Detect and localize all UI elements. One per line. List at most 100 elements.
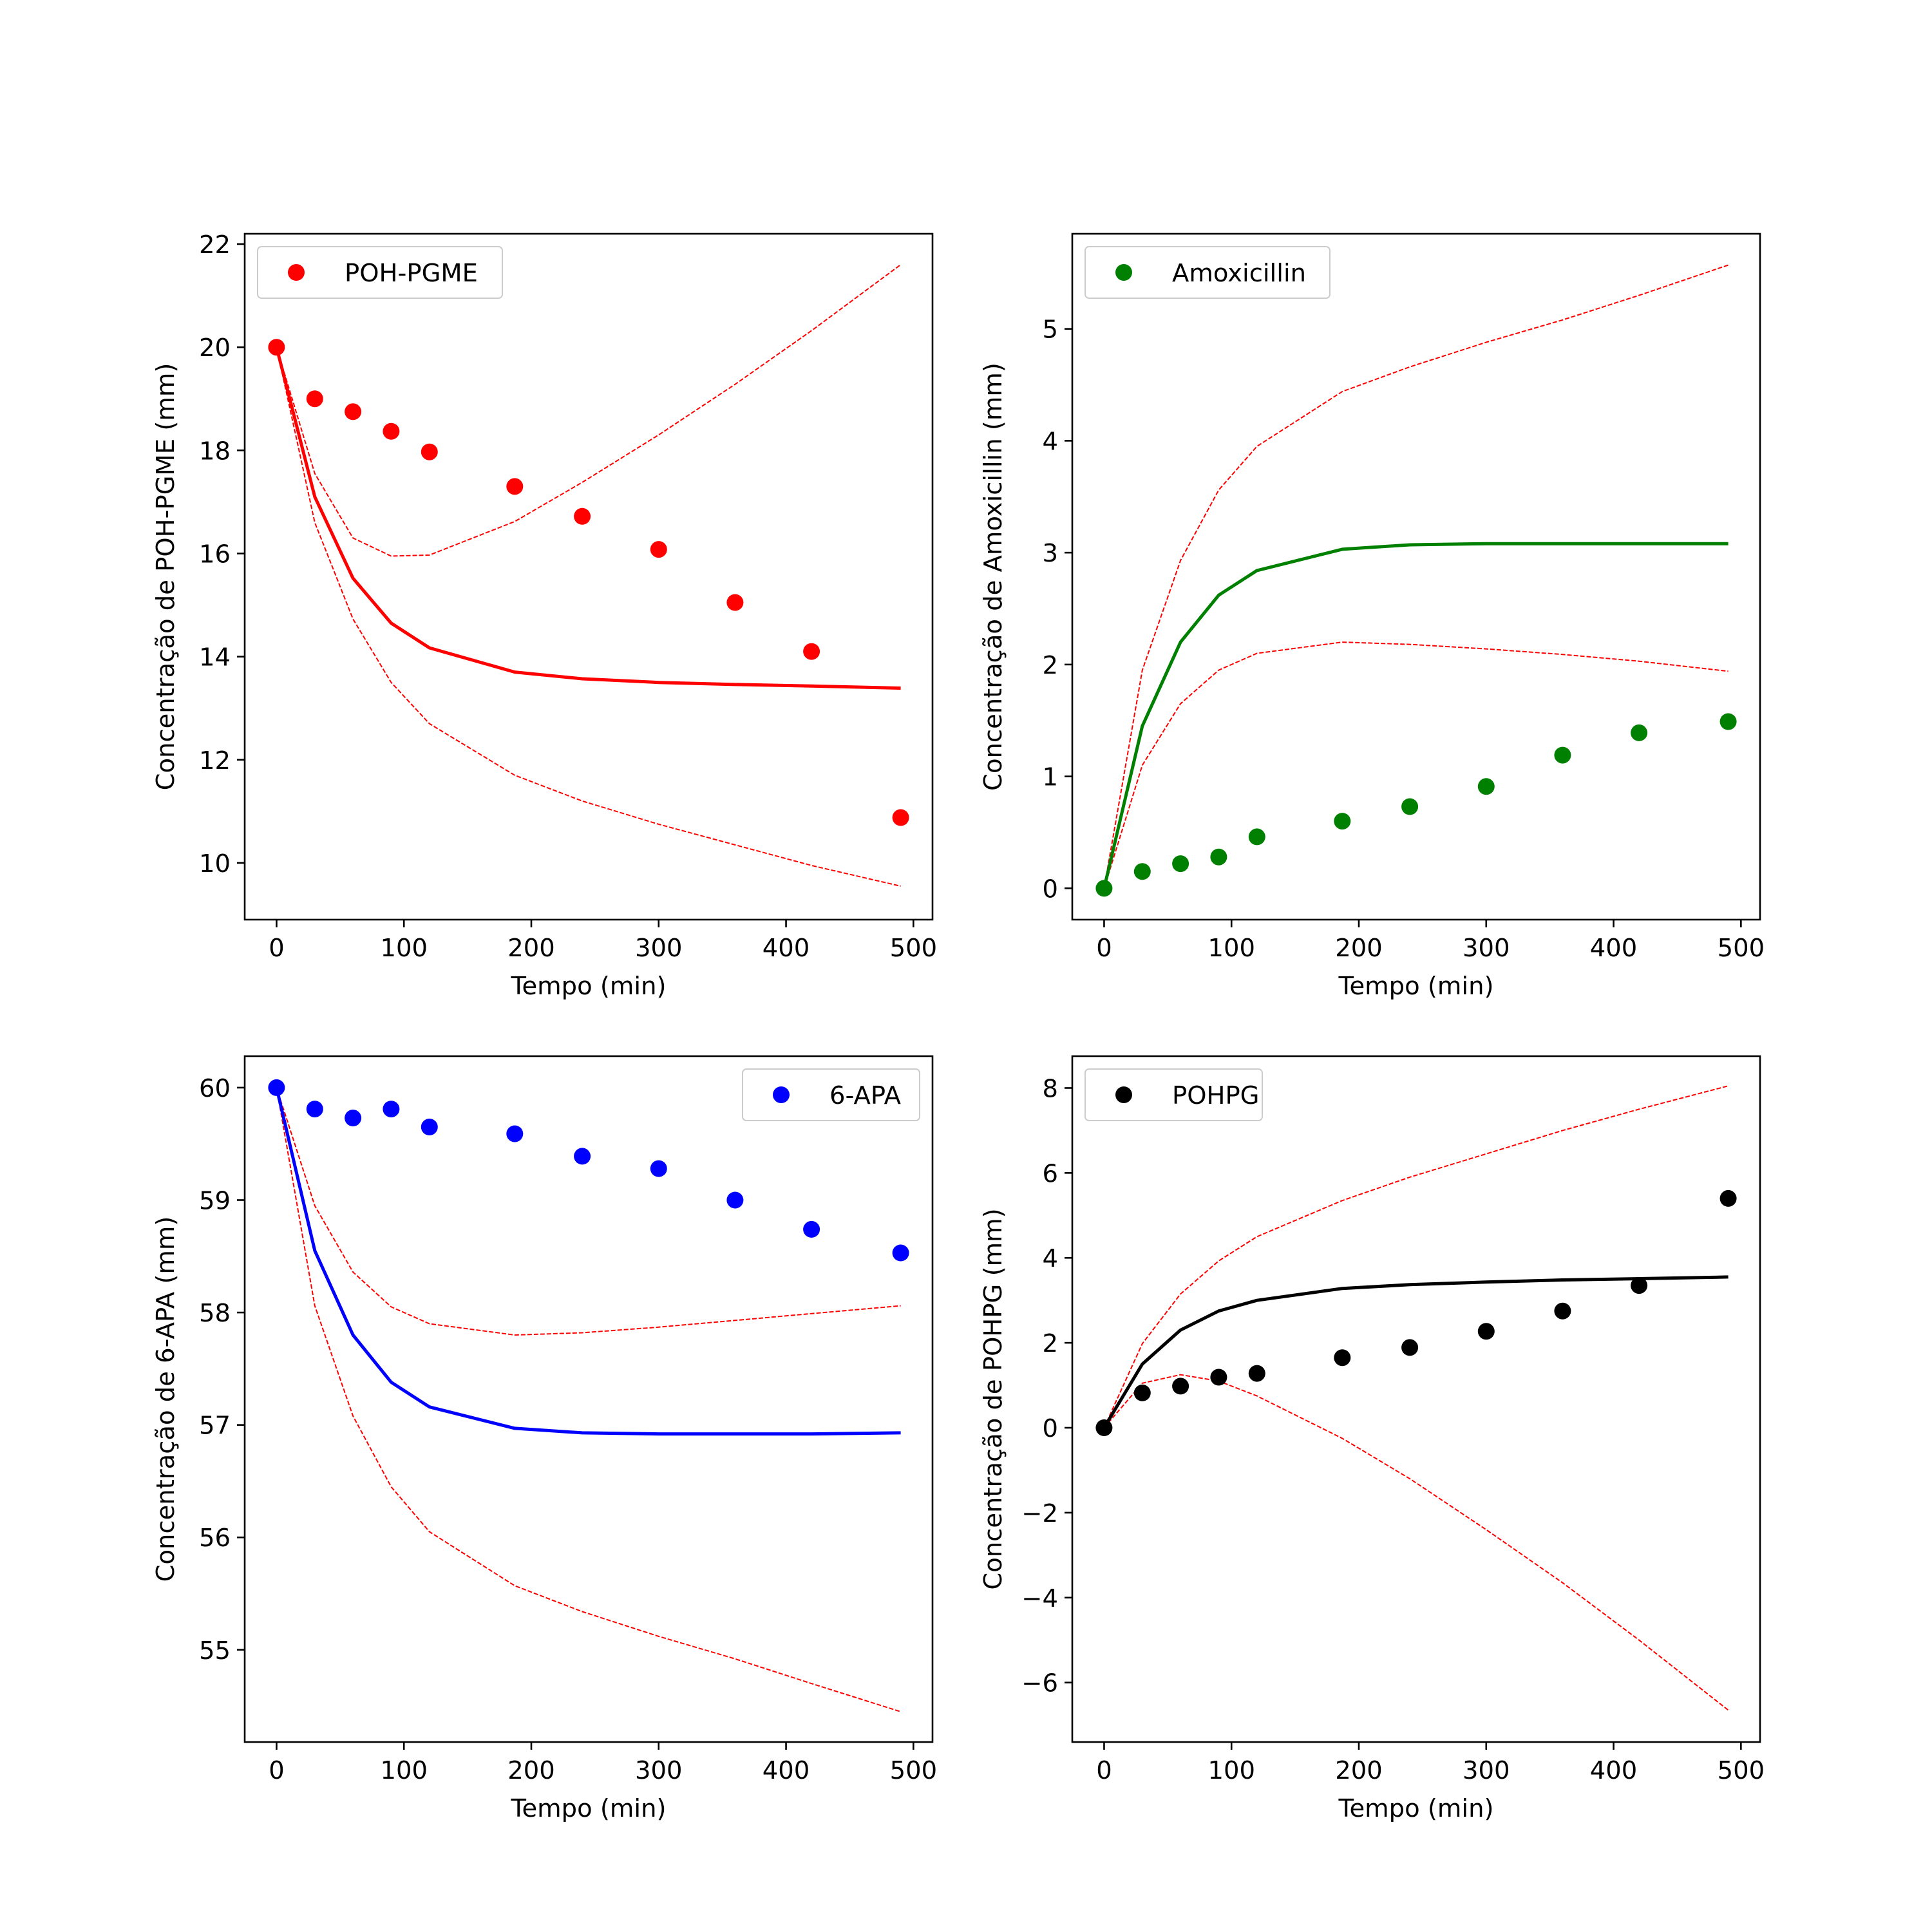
data-point xyxy=(345,1110,362,1126)
data-point xyxy=(383,1101,400,1118)
data-point xyxy=(726,594,744,611)
upper-bound-line xyxy=(1103,1085,1728,1428)
y-tick-label: 6 xyxy=(1043,1159,1059,1188)
lower-bound-line xyxy=(1103,641,1728,889)
legend-box xyxy=(1084,246,1331,299)
x-tick-label: 0 xyxy=(269,934,285,963)
x-axis-label: Tempo (min) xyxy=(1338,1794,1493,1823)
x-tick-label: 0 xyxy=(1096,1756,1112,1785)
y-tick-label: 56 xyxy=(199,1524,231,1553)
subplot-6-apa: 0 100 200 300 400 500 55 56 57 58 59 60 Tempo (min) C… xyxy=(151,1055,937,1823)
y-tick-label: 12 xyxy=(199,746,231,775)
x-tick-label: 100 xyxy=(1208,1756,1255,1785)
x-tick-label: 100 xyxy=(1208,934,1255,963)
data-point xyxy=(726,1191,744,1209)
y-tick-label: 5 xyxy=(1043,316,1059,345)
x-tick-label: 200 xyxy=(507,1756,555,1785)
legend: 6-APA xyxy=(742,1068,920,1121)
data-point xyxy=(574,1148,591,1165)
y-axis-label: Concentração de POHPG (mm) xyxy=(979,1208,1008,1589)
legend: POH-PGME xyxy=(257,246,503,299)
legend-label: POH-PGME xyxy=(345,259,478,288)
x-tick-label: 300 xyxy=(635,1756,683,1785)
plot-area xyxy=(1095,1085,1737,1711)
data-point xyxy=(1401,1339,1419,1356)
data-point xyxy=(1334,1349,1351,1367)
legend-label: POHPG xyxy=(1172,1081,1260,1110)
x-tick-label: 0 xyxy=(1096,934,1112,963)
data-point xyxy=(345,403,362,421)
data-point xyxy=(1719,1189,1737,1207)
y-tick-label: 0 xyxy=(1043,1414,1059,1443)
data-point xyxy=(1095,880,1113,897)
x-axis-label: Tempo (min) xyxy=(510,1794,666,1823)
axes-frame xyxy=(1071,232,1761,921)
y-tick-label: −4 xyxy=(1021,1584,1058,1613)
data-point xyxy=(1248,1365,1265,1382)
y-tick-label: 22 xyxy=(199,231,231,260)
data-point xyxy=(1172,855,1189,873)
data-point xyxy=(1210,1368,1227,1386)
data-point xyxy=(1554,746,1571,764)
x-tick-label: 300 xyxy=(1463,1756,1510,1785)
x-tick-label: 400 xyxy=(762,934,810,963)
legend-box xyxy=(1084,1068,1263,1121)
x-axis-label: Tempo (min) xyxy=(1338,972,1493,1001)
y-tick-label: 4 xyxy=(1043,1244,1059,1273)
y-tick-label: −2 xyxy=(1021,1499,1058,1528)
data-point xyxy=(1133,1384,1151,1401)
data-point xyxy=(892,809,909,826)
axes-frame xyxy=(243,1055,934,1743)
y-tick-label: 2 xyxy=(1043,1329,1059,1358)
plot-area xyxy=(1095,264,1737,897)
x-tick-label: 200 xyxy=(507,934,555,963)
legend-marker xyxy=(1115,264,1132,281)
x-tick-label: 400 xyxy=(1590,934,1638,963)
data-point xyxy=(574,507,591,525)
data-point xyxy=(1631,1277,1648,1294)
y-axis-label: Concentração de POH-PGME (mm) xyxy=(151,363,180,791)
legend: POHPG xyxy=(1084,1068,1263,1121)
data-point xyxy=(1631,724,1648,741)
upper-bound-line xyxy=(276,264,902,557)
data-point xyxy=(1133,863,1151,880)
axes-frame xyxy=(1071,1055,1761,1743)
data-point xyxy=(1334,813,1351,830)
y-tick-label: 58 xyxy=(199,1299,231,1328)
data-point xyxy=(1719,713,1737,730)
data-point xyxy=(1554,1302,1571,1320)
data-point xyxy=(1401,798,1419,815)
legend-box xyxy=(742,1068,920,1121)
x-tick-label: 300 xyxy=(1463,934,1510,963)
lower-bound-line xyxy=(276,1087,901,1712)
upper-bound-line xyxy=(276,1087,901,1336)
y-tick-label: 18 xyxy=(199,437,231,466)
data-point xyxy=(383,422,400,440)
subplot-amoxicillin: 0 100 200 300 400 500 0 1 2 3 4 5 Tempo (min) Concent… xyxy=(979,232,1765,1001)
data-point xyxy=(506,478,524,495)
data-point xyxy=(1248,828,1265,846)
data-point xyxy=(1477,778,1495,795)
model-fit-line xyxy=(1102,542,1728,889)
legend-box xyxy=(257,246,503,299)
x-tick-label: 500 xyxy=(890,934,938,963)
data-point xyxy=(1477,1323,1495,1340)
y-tick-label: 4 xyxy=(1043,427,1059,456)
y-tick-label: 57 xyxy=(199,1412,231,1441)
y-tick-label: 59 xyxy=(199,1186,231,1215)
y-tick-label: 1 xyxy=(1043,763,1059,792)
y-axis-label: Concentração de Amoxicillin (mm) xyxy=(979,363,1008,791)
data-point xyxy=(268,339,285,356)
legend-label: 6-APA xyxy=(829,1081,902,1110)
axes-frame xyxy=(243,232,934,921)
data-point xyxy=(506,1125,524,1142)
legend: Amoxicillin xyxy=(1084,246,1331,299)
x-tick-label: 200 xyxy=(1335,1756,1383,1785)
data-point xyxy=(421,443,438,460)
data-point xyxy=(650,541,667,558)
model-fit-line xyxy=(274,346,901,690)
y-tick-label: 8 xyxy=(1043,1074,1059,1103)
y-tick-label: 10 xyxy=(199,849,231,878)
y-tick-label: 20 xyxy=(199,334,231,363)
